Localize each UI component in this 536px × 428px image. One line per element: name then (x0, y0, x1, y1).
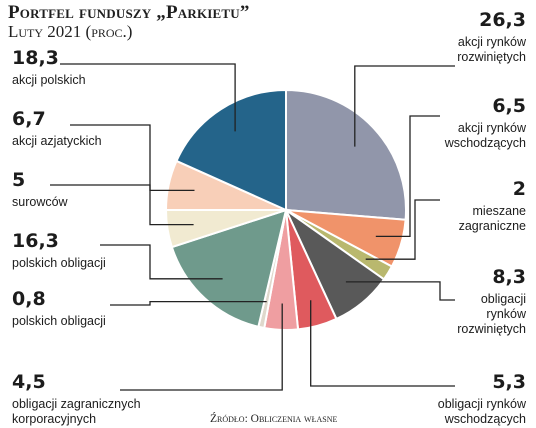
source-note: Źródło: Obliczenia własne (210, 413, 338, 425)
leader-line-6 (110, 300, 267, 306)
slice-category-label-1-0: akcji rynków (458, 121, 527, 135)
leader-line-2 (365, 199, 440, 260)
slice-value-label-1: 6,5 (492, 95, 526, 117)
leader-line-4 (310, 300, 455, 387)
slice-category-label-7-0: polskich obligacji (12, 256, 106, 270)
leader-lines (50, 63, 455, 391)
slice-category-label-4-0: obligacji rynków (438, 397, 527, 411)
slice-category-label-1-1: wschodzących (444, 136, 526, 150)
leader-line-1 (375, 115, 440, 238)
slice-category-label-3-2: rozwiniętych (457, 322, 526, 336)
slice-value-label-3: 8,3 (492, 266, 526, 288)
slice-value-label-7: 16,3 (12, 230, 59, 252)
pie-slice-akcji-rynk-w-rozwini-tych-0 (285, 88, 407, 221)
pie-slices (164, 88, 407, 331)
slice-category-label-2-0: mieszane (473, 204, 527, 218)
slice-value-label-5: 4,5 (12, 371, 46, 393)
slice-value-label-9: 6,7 (12, 108, 46, 130)
slice-category-label-3-0: obligacji (481, 292, 526, 306)
slice-value-label-8: 5 (12, 169, 25, 191)
chart-title: Portfel funduszy „Parkietu” (8, 2, 250, 23)
slice-value-label-2: 2 (513, 178, 526, 200)
leader-line-3 (345, 281, 455, 301)
slice-category-label-5-1: korporacyjnych (12, 412, 96, 426)
slice-value-label-6: 0,8 (12, 288, 46, 310)
pie-slice-akcji-polskich-10 (175, 88, 287, 212)
slice-value-label-10: 18,3 (12, 47, 59, 69)
slice-value-label-4: 5,3 (492, 371, 526, 393)
slice-category-label-9-0: akcji azjatyckich (12, 134, 102, 148)
slice-category-label-3-1: rynków (486, 307, 527, 321)
leader-line-10 (60, 63, 236, 132)
slice-category-label-0-1: rozwiniętych (457, 50, 526, 64)
slice-category-label-2-1: zagraniczne (459, 219, 526, 233)
leader-line-0 (354, 65, 455, 147)
pie-slice-polskich-obligacji-7 (170, 208, 288, 328)
leader-line-7 (100, 244, 223, 280)
leader-line-8 (50, 184, 194, 226)
slice-category-label-6-0: polskich obligacji (12, 314, 106, 328)
chart-subtitle: Luty 2021 (proc.) (8, 22, 133, 41)
leader-line-9 (70, 124, 195, 192)
slice-category-label-8-0: surowców (12, 195, 69, 209)
leader-line-5 (120, 303, 283, 391)
slice-category-label-10-0: akcji polskich (12, 73, 86, 87)
slice-category-label-5-0: obligacji zagranicznych (12, 397, 141, 411)
slice-category-label-4-1: wschodzących (444, 412, 526, 426)
slice-category-label-0-0: akcji rynków (458, 35, 527, 49)
slice-value-label-0: 26,3 (479, 9, 526, 31)
